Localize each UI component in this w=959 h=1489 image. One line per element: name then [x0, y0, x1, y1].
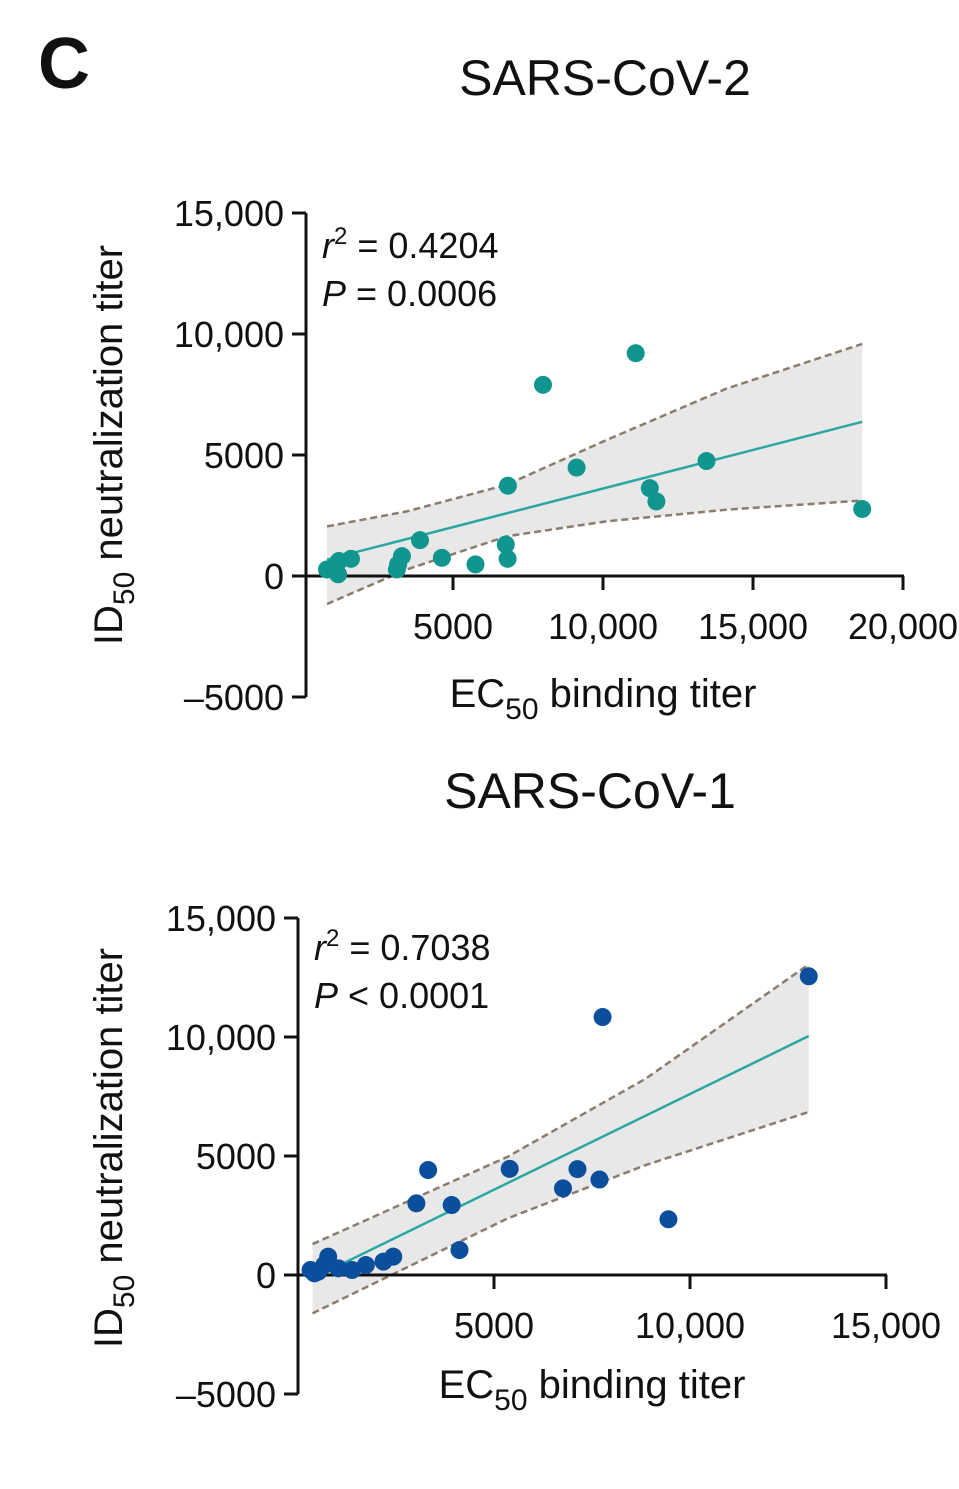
data-point — [799, 967, 818, 986]
y-tick-label: 5000 — [196, 1136, 276, 1177]
data-point — [387, 560, 406, 579]
y-axis-label-main: ID — [87, 1308, 131, 1348]
y-tick-label: 10,000 — [166, 1017, 276, 1058]
data-point — [590, 1170, 609, 1189]
r-superscript: 2 — [334, 223, 347, 250]
data-point — [626, 344, 645, 363]
p-label: P — [314, 975, 338, 1016]
p-value: = 0.0006 — [346, 273, 497, 314]
confidence-band — [327, 343, 863, 605]
x-tick-label: 10,000 — [548, 606, 658, 647]
p-value-annotation: P = 0.0006 — [322, 273, 497, 314]
data-point — [450, 1241, 469, 1260]
regression-line — [309, 1034, 810, 1281]
data-point — [496, 535, 515, 554]
data-point — [432, 548, 451, 567]
y-axis-label-sub: 50 — [108, 572, 141, 605]
data-point — [374, 1252, 393, 1271]
x-tick-label: 15,000 — [698, 606, 808, 647]
data-point — [466, 555, 485, 574]
r-superscript: 2 — [326, 925, 339, 952]
y-tick-label: 15,000 — [166, 898, 276, 939]
data-point — [640, 479, 659, 498]
p-value-annotation: P < 0.0001 — [314, 975, 489, 1016]
y-axis-label-rest: neutralization titer — [87, 245, 131, 572]
x-axis-label: EC50 binding titer — [450, 672, 757, 726]
data-point — [407, 1194, 426, 1213]
y-tick-label: 10,000 — [174, 314, 284, 355]
p-value: < 0.0001 — [338, 975, 489, 1016]
ci-lower-line — [311, 1110, 810, 1315]
r-squared-value: = 0.4204 — [347, 225, 498, 266]
data-point — [442, 1196, 461, 1215]
x-tick-label: 15,000 — [831, 1305, 941, 1346]
y-axis-label-rest: neutralization titer — [87, 948, 131, 1275]
x-axis-label-rest: binding titer — [528, 1363, 746, 1407]
data-point — [315, 1256, 334, 1275]
x-tick-label: 5000 — [413, 606, 493, 647]
data-point — [593, 1008, 612, 1027]
r-label: r — [322, 225, 336, 266]
data-point — [853, 499, 872, 518]
x-axis-label: EC50 binding titer — [439, 1363, 746, 1417]
data-point — [329, 1259, 348, 1278]
data-point — [411, 531, 429, 550]
data-point — [343, 1261, 362, 1280]
data-point — [567, 458, 586, 477]
data-point — [498, 549, 517, 568]
y-tick-label: 0 — [256, 1255, 276, 1296]
data-point — [553, 1179, 572, 1198]
y-axis-label-main: ID — [87, 605, 131, 645]
chart-sars-cov-1: SARS-CoV-1 –5000 0 5000 10,000 15,000 5000 10,0… — [87, 763, 941, 1417]
x-axis-label-sub: 50 — [494, 1384, 527, 1417]
y-tick-label: –5000 — [176, 1374, 276, 1415]
data-point — [498, 476, 517, 495]
y-tick-label: 0 — [264, 556, 284, 597]
data-point — [534, 375, 552, 394]
x-axis-label-rest: binding titer — [539, 672, 757, 716]
x-tick-label: 5000 — [454, 1305, 534, 1346]
data-point — [647, 492, 666, 511]
chart-title: SARS-CoV-2 — [459, 50, 751, 106]
data-point — [356, 1256, 375, 1275]
y-tick-label: 5000 — [204, 435, 284, 476]
r-squared-annotation: r2 = 0.4204 — [322, 223, 499, 266]
data-point — [500, 1159, 519, 1178]
x-tick-label: 10,000 — [635, 1305, 745, 1346]
r-squared-annotation: r2 = 0.7038 — [314, 925, 491, 968]
ci-upper-line — [326, 342, 863, 528]
chart-title: SARS-CoV-1 — [444, 763, 736, 819]
p-label: P — [322, 273, 346, 314]
x-axis-label-main: EC — [439, 1363, 495, 1407]
y-axis-label-sub: 50 — [108, 1275, 141, 1308]
x-axis-label-sub: 50 — [505, 693, 538, 726]
x-tick-label: 20,000 — [848, 606, 958, 647]
data-point — [697, 452, 716, 471]
data-point — [568, 1160, 587, 1179]
y-tick-label: 15,000 — [174, 193, 284, 234]
data-point — [318, 560, 336, 579]
x-axis-label-main: EC — [450, 672, 506, 716]
r-label: r — [314, 927, 328, 968]
y-axis-label: ID50 neutralization titer — [87, 948, 141, 1348]
y-axis-label: ID50 neutralization titer — [87, 245, 141, 645]
data-point — [659, 1210, 678, 1229]
chart-sars-cov-2: SARS-CoV-2 –5000 0 5000 10,000 15,000 5000 10,0… — [87, 50, 958, 726]
y-tick-label: –5000 — [184, 677, 284, 718]
r-squared-value: = 0.7038 — [339, 927, 490, 968]
data-point — [419, 1161, 438, 1180]
panel-label: C — [38, 24, 90, 104]
